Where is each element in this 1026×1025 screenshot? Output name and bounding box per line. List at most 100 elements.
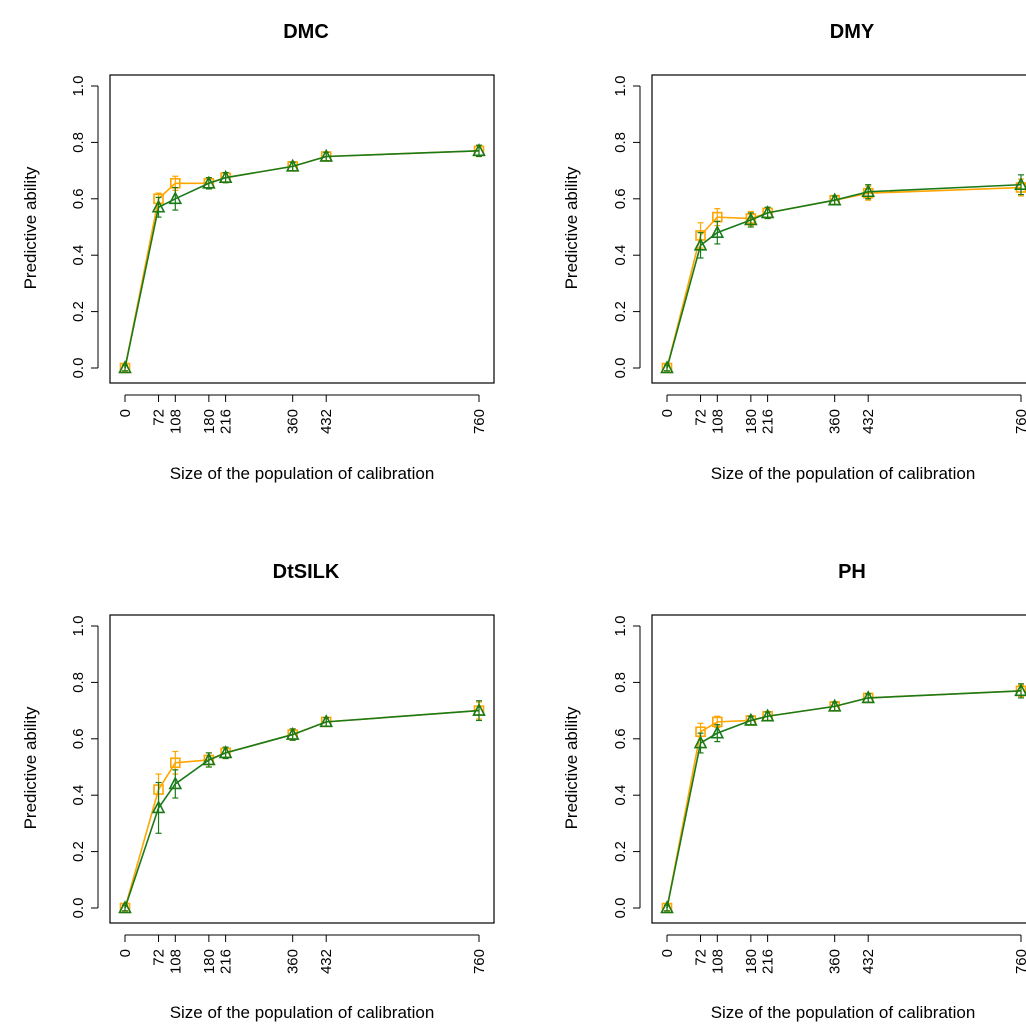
data-point-triangle bbox=[118, 900, 132, 914]
data-point-triangle bbox=[1014, 683, 1026, 697]
data-point-triangle bbox=[118, 360, 132, 374]
data-point-triangle bbox=[202, 752, 216, 766]
x-axis-label: Size of the population of calibration bbox=[170, 1003, 435, 1022]
x-tick-label: 180 bbox=[201, 949, 218, 974]
y-tick-label: 0.2 bbox=[612, 841, 629, 862]
y-tick-label: 0.8 bbox=[612, 132, 629, 153]
series-0-line bbox=[666, 186, 1022, 369]
data-point-triangle bbox=[693, 237, 708, 251]
x-axis-label: Size of the population of calibration bbox=[170, 464, 435, 483]
x-tick-label: 0 bbox=[117, 949, 134, 957]
plot-area-dmc: 0.0 0.2 0.4 0.6 0.8 1.0 0 72 108 180 216 360 432 760 bbox=[70, 76, 488, 434]
plot-frame bbox=[109, 614, 495, 924]
data-point-triangle bbox=[319, 714, 334, 728]
x-tick-label: 360 bbox=[827, 949, 844, 974]
data-point-triangle bbox=[760, 205, 775, 219]
y-tick-label: 0.4 bbox=[612, 245, 629, 266]
x-tick-label: 108 bbox=[167, 949, 184, 974]
x-tick-label: 760 bbox=[471, 949, 488, 974]
y-tick-label: 0.6 bbox=[612, 728, 629, 749]
y-tick-label: 1.0 bbox=[70, 616, 87, 637]
data-point-triangle bbox=[151, 800, 166, 814]
data-point-triangle bbox=[202, 175, 216, 189]
data-point-triangle bbox=[710, 224, 725, 238]
x-tick-label: 432 bbox=[318, 409, 335, 434]
data-point-triangle bbox=[760, 708, 775, 722]
y-tick-label: 0.8 bbox=[612, 672, 629, 693]
panel-title: DMC bbox=[283, 21, 329, 43]
panel-title: DMY bbox=[830, 21, 875, 43]
data-point-triangle bbox=[472, 702, 486, 716]
x-tick-label: 0 bbox=[659, 949, 676, 957]
plot-area-dtsilk: 0.0 0.2 0.4 0.6 0.8 1.0 0 72 108 180 216 360 432 760 bbox=[70, 616, 488, 974]
data-point-triangle bbox=[218, 169, 233, 183]
panel-dmc: DMC Predictive ability Size of the popul… bbox=[21, 21, 495, 483]
x-tick-label: 108 bbox=[709, 409, 726, 434]
y-tick-label: 0.0 bbox=[612, 898, 629, 919]
x-tick-label: 216 bbox=[760, 409, 777, 434]
y-axis-label: Predictive ability bbox=[562, 166, 581, 289]
y-axis-label: Predictive ability bbox=[562, 706, 581, 829]
x-tick-label: 180 bbox=[743, 949, 760, 974]
series-0-line bbox=[124, 150, 480, 369]
x-tick-label: 72 bbox=[151, 949, 168, 966]
x-axis-label: Size of the population of calibration bbox=[711, 464, 976, 483]
x-tick-label: 72 bbox=[151, 409, 168, 426]
x-tick-label: 432 bbox=[860, 409, 877, 434]
x-tick-label: 760 bbox=[1013, 949, 1026, 974]
y-tick-label: 0.4 bbox=[70, 785, 87, 806]
data-point-triangle bbox=[1014, 176, 1026, 190]
y-tick-label: 0.6 bbox=[70, 188, 87, 209]
x-tick-label: 432 bbox=[860, 949, 877, 974]
data-point-triangle bbox=[151, 199, 166, 213]
x-axis-label: Size of the population of calibration bbox=[711, 1003, 976, 1022]
plot-frame bbox=[651, 74, 1026, 384]
y-tick-label: 0.0 bbox=[70, 898, 87, 919]
panel-dmy: DMY Predictive ability Size of the popul… bbox=[562, 21, 1026, 483]
x-tick-label: 108 bbox=[167, 409, 184, 434]
panel-dtsilk: DtSILK Predictive ability Size of the po… bbox=[21, 561, 495, 1022]
x-tick-label: 108 bbox=[709, 949, 726, 974]
y-tick-label: 1.0 bbox=[70, 76, 87, 97]
x-tick-label: 216 bbox=[760, 949, 777, 974]
data-point-triangle bbox=[827, 192, 842, 206]
x-tick-label: 360 bbox=[285, 949, 302, 974]
y-tick-label: 0.8 bbox=[70, 672, 87, 693]
y-tick-label: 0.6 bbox=[70, 728, 87, 749]
y-tick-label: 0.2 bbox=[612, 301, 629, 322]
y-tick-label: 1.0 bbox=[612, 76, 629, 97]
x-tick-label: 360 bbox=[285, 409, 302, 434]
panel-title: DtSILK bbox=[273, 561, 340, 583]
x-tick-label: 180 bbox=[743, 409, 760, 434]
x-tick-label: 760 bbox=[471, 409, 488, 434]
data-point-square bbox=[170, 757, 181, 769]
x-tick-label: 360 bbox=[827, 409, 844, 434]
data-point-triangle bbox=[861, 690, 876, 704]
data-point-triangle bbox=[285, 158, 300, 172]
x-tick-label: 216 bbox=[218, 409, 235, 434]
data-point-triangle bbox=[660, 360, 674, 374]
data-point-triangle bbox=[285, 726, 300, 740]
data-point-triangle bbox=[744, 712, 758, 726]
panel-title: PH bbox=[838, 561, 866, 583]
series-0-line bbox=[666, 690, 1022, 909]
series-1-line bbox=[124, 709, 480, 909]
series-0-line bbox=[124, 709, 480, 909]
data-point-triangle bbox=[168, 191, 183, 205]
y-tick-label: 0.2 bbox=[70, 301, 87, 322]
y-tick-label: 0.8 bbox=[70, 132, 87, 153]
data-point-triangle bbox=[693, 735, 708, 749]
data-point-triangle bbox=[472, 143, 486, 157]
panel-ph: PH Predictive ability Size of the popula… bbox=[562, 561, 1026, 1022]
y-tick-label: 0.4 bbox=[70, 245, 87, 266]
plot-area-ph: 0.0 0.2 0.4 0.6 0.8 1.0 0 72 108 180 216 360 432 760 bbox=[612, 616, 1026, 974]
data-point-triangle bbox=[218, 745, 233, 759]
plot-frame bbox=[109, 74, 495, 384]
series-1-line bbox=[666, 690, 1022, 909]
y-tick-label: 0.6 bbox=[612, 188, 629, 209]
data-point-triangle bbox=[660, 900, 674, 914]
x-tick-label: 0 bbox=[117, 409, 134, 417]
x-tick-label: 432 bbox=[318, 949, 335, 974]
plot-area-dmy: 0.0 0.2 0.4 0.6 0.8 1.0 0 72 108 180 216 360 432 760 bbox=[612, 76, 1026, 434]
